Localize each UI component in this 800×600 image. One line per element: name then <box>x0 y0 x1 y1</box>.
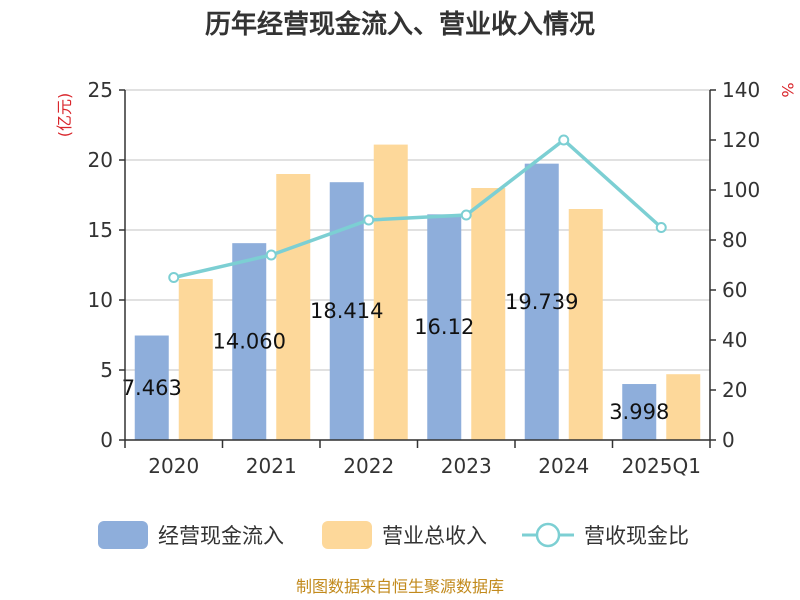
right-tick-label: 60 <box>722 278 747 302</box>
left-tick-label: 20 <box>88 148 113 172</box>
chart-title: 历年经营现金流入、营业收入情况 <box>205 9 595 40</box>
ratio-polyline <box>173 137 663 280</box>
left-axis-unit: (亿元) <box>55 93 74 138</box>
bar-cash-inflow <box>134 335 169 440</box>
x-tick-label: 2020 <box>148 454 199 478</box>
bar-revenue <box>666 374 701 440</box>
legend: 经营现金流入 营业总收入 营收现金比 <box>98 521 689 549</box>
ratio-point <box>265 249 277 261</box>
right-tick-label: 0 <box>722 428 735 452</box>
data-label: 7.463 <box>122 376 182 400</box>
left-tick-label: 25 <box>88 78 113 102</box>
right-tick-label: 100 <box>722 178 760 202</box>
bar-cash-inflow <box>622 384 657 440</box>
ratio-point <box>168 272 180 283</box>
data-label: 18.414 <box>310 299 383 323</box>
legend-label: 营收现金比 <box>584 524 689 548</box>
ratio-point <box>558 134 570 146</box>
right-axis-unit: % <box>778 82 797 97</box>
right-tick-label: 80 <box>722 228 747 252</box>
ratio-point <box>460 209 472 221</box>
legend-swatch <box>98 521 148 549</box>
data-label: 3.998 <box>609 400 669 424</box>
bar-revenue <box>471 188 506 440</box>
ratio-point <box>363 214 375 226</box>
left-tick-label: 10 <box>88 288 113 312</box>
data-label: 16.12 <box>414 315 474 339</box>
legend-item: 经营现金流入 <box>98 521 284 549</box>
legend-label: 营业总收入 <box>382 524 487 548</box>
x-tick-label: 2021 <box>246 454 297 478</box>
axes: 0 5 10 15 20 25 0 20 40 60 80 100 120 140 2020 2021 2022… <box>88 78 761 478</box>
x-tick-label: 2023 <box>441 454 492 478</box>
x-tick-label: 2025Q1 <box>622 454 701 478</box>
ratio-line <box>168 134 667 283</box>
data-labels: 7.463 14.060 18.414 16.12 19.739 3.998 <box>122 290 670 424</box>
bar-revenue <box>373 144 408 440</box>
bar-cash-inflow <box>427 214 462 440</box>
bar-cash-inflow <box>524 163 559 441</box>
bar-revenue <box>276 174 311 440</box>
data-label: 14.060 <box>213 330 286 354</box>
right-tick-label: 120 <box>722 128 760 152</box>
bar-cash-inflow <box>232 243 267 440</box>
bar-revenue <box>568 209 603 440</box>
x-tick-label: 2022 <box>343 454 394 478</box>
bars <box>134 144 701 441</box>
bar-revenue <box>178 279 213 440</box>
left-tick-label: 0 <box>100 428 113 452</box>
legend-label: 经营现金流入 <box>158 524 284 548</box>
left-tick-label: 5 <box>100 358 113 382</box>
right-tick-label: 20 <box>722 378 747 402</box>
source-note: 制图数据来自恒生聚源数据库 <box>296 577 504 596</box>
legend-marker <box>535 522 561 548</box>
legend-item: 营收现金比 <box>522 522 689 548</box>
legend-swatch <box>322 521 372 549</box>
left-tick-label: 15 <box>88 218 113 242</box>
right-tick-label: 40 <box>722 328 747 352</box>
legend-item: 营业总收入 <box>322 521 487 549</box>
ratio-point <box>655 222 667 233</box>
x-tick-label: 2024 <box>538 454 589 478</box>
data-label: 19.739 <box>505 290 578 314</box>
right-tick-label: 140 <box>722 78 760 102</box>
